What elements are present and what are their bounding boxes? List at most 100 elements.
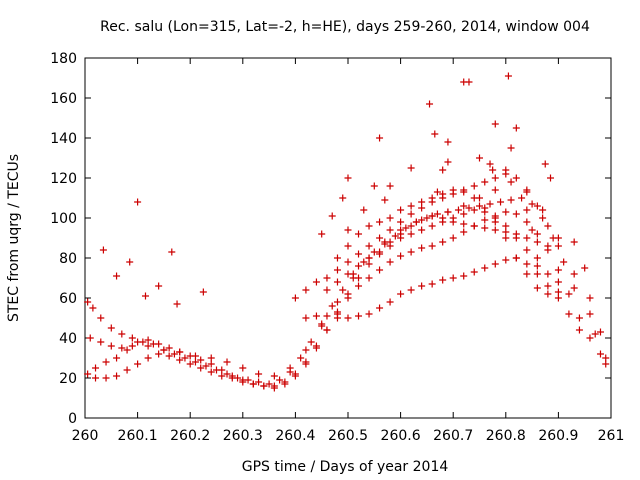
data-point [541,160,549,168]
data-point [270,372,278,380]
data-point [491,186,499,194]
data-point [202,362,210,370]
data-point [502,170,510,178]
data-point [355,274,363,282]
data-point [107,324,115,332]
data-point [465,204,473,212]
data-point [155,282,163,290]
y-tick-label: 60 [59,291,77,307]
data-point [470,182,478,190]
data-point [281,380,289,388]
data-point [318,230,326,238]
data-point [554,242,562,250]
data-point [302,360,310,368]
data-point [502,228,510,236]
data-point [412,218,420,226]
data-point [528,200,536,208]
data-point [570,238,578,246]
data-point [533,230,541,238]
data-point [481,178,489,186]
data-point [155,350,163,358]
data-point [491,218,499,226]
chart-title: Rec. salu (Lon=315, Lat=-2, h=HE), days … [100,19,590,35]
data-point [365,242,373,250]
data-point [428,222,436,230]
data-point [92,374,100,382]
y-tick-label: 20 [59,371,77,387]
data-point [323,274,331,282]
series-arc-c [84,178,610,380]
data-point [102,374,110,382]
data-point [249,380,257,388]
data-point [333,308,341,316]
data-point [365,254,373,262]
series-arc-e [302,254,583,334]
data-point [523,186,531,194]
data-point [512,174,520,182]
data-point [431,130,439,138]
data-point [481,264,489,272]
data-point [497,198,505,206]
data-point [333,314,341,322]
data-point [544,290,552,298]
data-point [507,178,515,186]
data-point [476,202,483,210]
data-point [470,206,478,214]
data-point [312,278,320,286]
x-tick-label: 260.8 [486,428,526,444]
data-point [460,188,468,196]
x-tick-label: 260.3 [223,428,263,444]
data-point [428,242,436,250]
data-point [465,78,473,86]
data-point [539,206,547,214]
data-point [255,370,263,378]
series-arc-f [291,166,562,302]
data-point [207,368,215,376]
data-point [602,360,610,368]
data-point [297,354,305,362]
data-point [323,312,331,320]
data-point [344,290,352,298]
data-point [134,360,142,368]
data-point [454,206,462,214]
plot-frame [84,57,612,419]
data-point [386,258,394,266]
data-point [312,344,320,352]
data-point [328,212,336,220]
data-point [113,372,121,380]
data-point [84,370,92,378]
data-point [376,218,384,226]
y-tick-label: 160 [50,91,77,107]
data-point [544,282,552,290]
data-point [512,254,520,262]
x-tick-label: 260 [72,428,99,444]
series-arc-d [92,212,552,392]
data-point [333,254,341,262]
data-point [491,120,499,128]
data-point [444,158,452,166]
data-point [407,230,415,238]
data-point [307,338,315,346]
data-point [128,342,136,350]
data-point [602,354,610,362]
data-point [355,250,363,258]
data-point [176,356,184,364]
data-point [302,314,310,322]
data-point [391,232,399,240]
data-point [565,310,573,318]
data-point [207,360,215,368]
data-points [84,72,610,392]
data-point [544,270,552,278]
data-point [591,330,599,338]
data-point [418,226,426,234]
data-point [333,298,341,306]
data-point [418,198,426,206]
data-point [504,72,512,80]
data-point [502,222,510,230]
y-tick-label: 0 [68,411,77,427]
data-point [107,342,115,350]
data-point [270,384,278,392]
data-point [439,276,447,284]
data-point [433,210,441,218]
